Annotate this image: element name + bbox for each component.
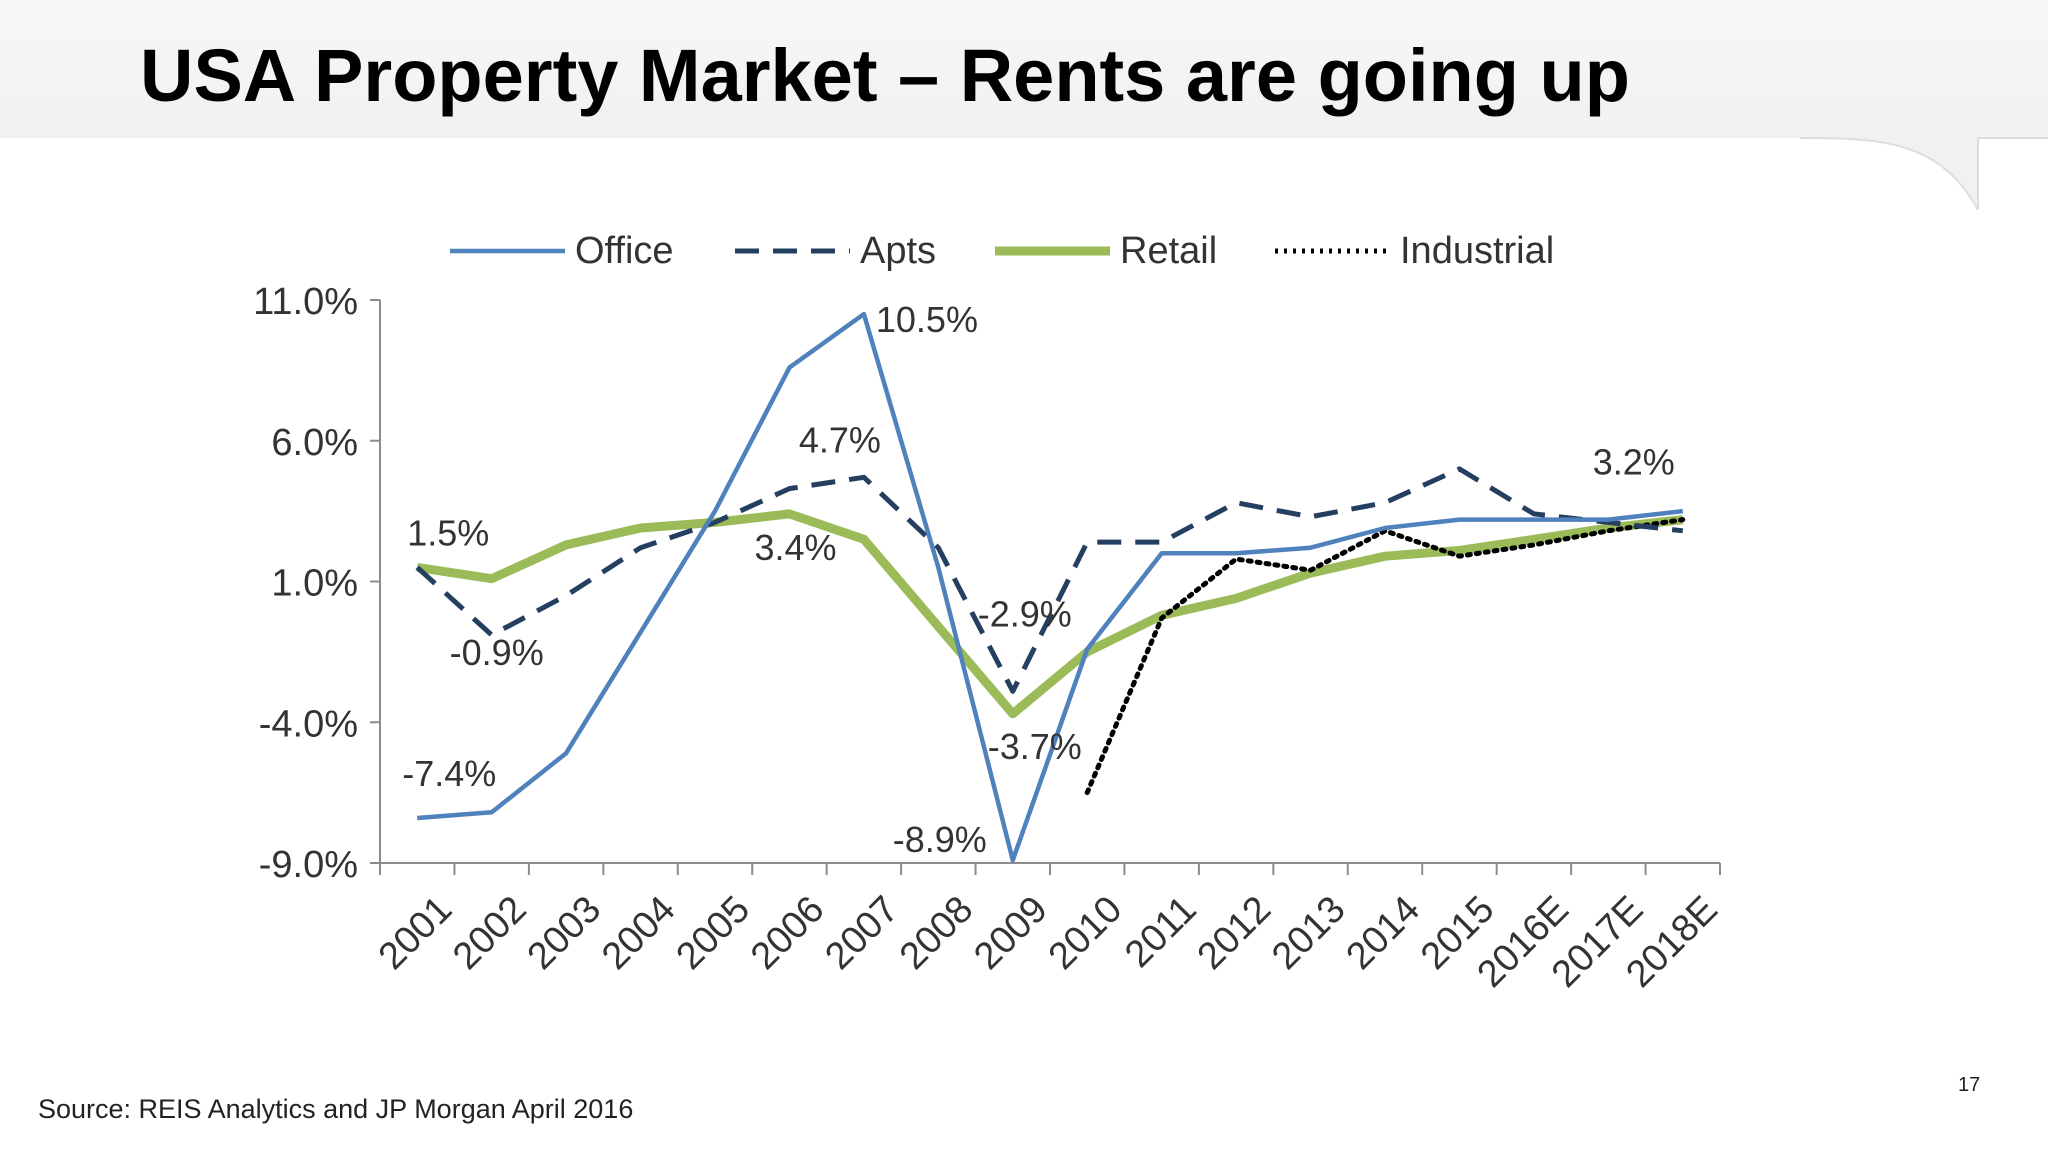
x-tick-label: 2003 <box>520 888 609 977</box>
legend-label-retail: Retail <box>1120 230 1217 272</box>
x-axis: 2001200220032004200520062007200820092010… <box>371 862 1726 996</box>
legend-label-industrial: Industrial <box>1400 230 1554 272</box>
series-line-retail <box>416 509 1684 719</box>
y-tick-label: 6.0% <box>271 422 358 464</box>
x-tick-label: 2008 <box>892 888 981 977</box>
data-label-apts-2007: 4.7% <box>799 419 881 460</box>
x-tick-label: 2002 <box>445 888 534 977</box>
legend-label-apts: Apts <box>860 230 936 272</box>
y-tick-label: 11.0% <box>253 281 358 323</box>
data-label-office-2007: 10.5% <box>876 299 978 340</box>
x-tick-label: 2004 <box>594 888 683 977</box>
legend-label-office: Office <box>575 230 674 272</box>
y-tick-label: -4.0% <box>259 703 358 745</box>
data-label-apts-2009: -2.9% <box>978 593 1072 634</box>
chart-legend: Office Apts Retail Industrial <box>450 230 1554 272</box>
series-line-industrial <box>1084 517 1686 796</box>
slide-title: USA Property Market – Rents are going up <box>140 34 1630 117</box>
source-note: Source: REIS Analytics and JP Morgan Apr… <box>38 1094 634 1124</box>
rent-growth-line-chart: Office Apts Retail Industrial -9.0% -4.0% 1.0… <box>253 230 1726 996</box>
x-tick-label: 2011 <box>1117 888 1204 975</box>
x-tick-label: 2013 <box>1264 888 1353 977</box>
data-label-office-2001: -7.4% <box>402 753 496 794</box>
series-layer <box>415 311 1686 863</box>
data-label-apts-2002: -0.9% <box>450 632 544 673</box>
x-tick-label: 2009 <box>966 888 1055 977</box>
x-tick-label: 2007 <box>817 888 906 977</box>
annotation-layer: 1.5% -0.9% -7.4% 10.5% 4.7% 3.4% -2.9% -3.7% -8.… <box>402 299 1675 860</box>
series-line-office <box>417 311 1684 863</box>
x-tick-label: 2014 <box>1339 888 1428 977</box>
x-tick-label: 2001 <box>371 888 460 977</box>
y-tick-label: -9.0% <box>259 844 358 886</box>
data-label-apts-2001: 1.5% <box>407 512 489 553</box>
page-number: 17 <box>1958 1074 1981 1096</box>
data-label-office-2009: -8.9% <box>893 819 987 860</box>
y-tick-label: 1.0% <box>271 563 358 605</box>
x-tick-label: 2010 <box>1041 888 1130 977</box>
data-label-retail-2018e: 3.2% <box>1593 442 1675 483</box>
data-label-retail-2009: -3.7% <box>988 726 1082 767</box>
x-tick-label: 2006 <box>743 888 832 977</box>
data-label-retail-2006: 3.4% <box>754 527 836 568</box>
x-tick-label: 2005 <box>669 888 758 977</box>
series-line-apts <box>415 466 1684 694</box>
header-band <box>0 0 2048 138</box>
x-tick-label: 2012 <box>1190 888 1279 977</box>
y-axis: -9.0% -4.0% 1.0% 6.0% 11.0% <box>253 281 381 886</box>
header-swoosh <box>1800 120 2048 211</box>
